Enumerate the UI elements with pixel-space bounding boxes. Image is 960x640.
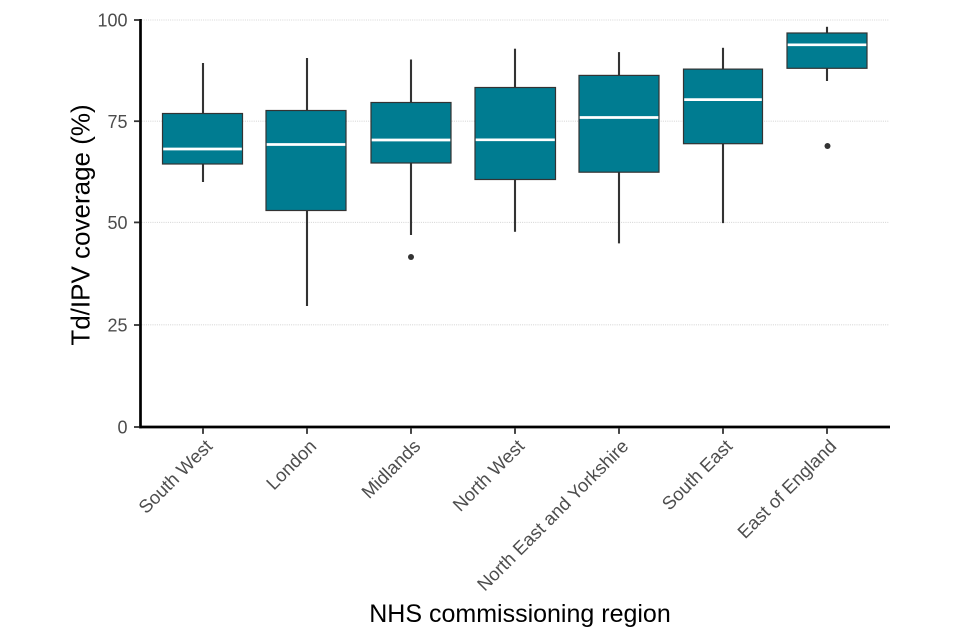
svg-text:0: 0 (117, 418, 127, 438)
svg-text:75: 75 (107, 112, 127, 132)
svg-text:50: 50 (107, 213, 127, 233)
svg-text:NHS commissioning region: NHS commissioning region (369, 600, 671, 628)
svg-text:100: 100 (97, 11, 127, 31)
svg-text:Td/IPV coverage (%): Td/IPV coverage (%) (66, 104, 96, 345)
svg-text:25: 25 (107, 315, 127, 335)
